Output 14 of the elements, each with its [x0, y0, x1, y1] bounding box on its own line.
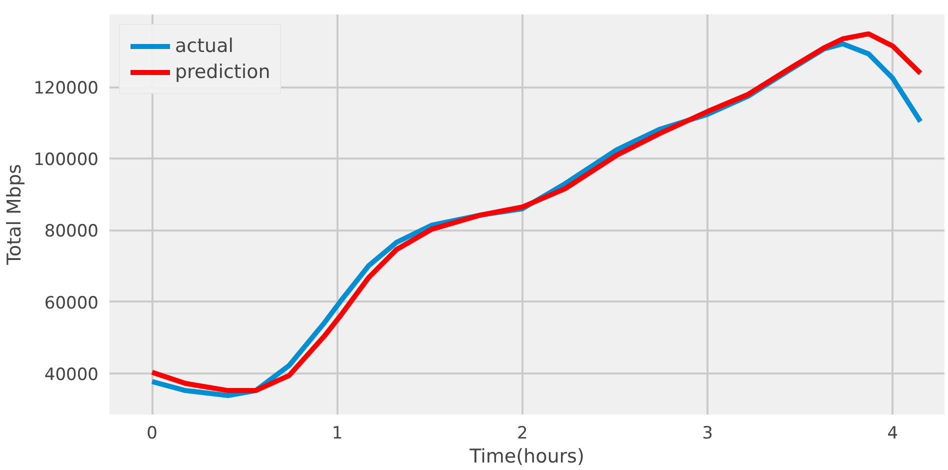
x-axis-title: Time(hours) [468, 446, 584, 468]
x-tick-label: 2 [516, 424, 528, 444]
y-tick-label: 120000 [34, 78, 99, 99]
x-tick-label: 0 [146, 424, 158, 444]
y-tick-label: 40000 [44, 364, 99, 385]
y-axis-title: Total Mbps [4, 164, 26, 266]
legend-label: actual [175, 35, 234, 57]
y-tick-label: 100000 [34, 150, 99, 170]
y-tick-label: 80000 [44, 222, 99, 242]
x-tick-label: 3 [702, 424, 713, 444]
legend-label: prediction [175, 61, 270, 83]
x-tick-label: 4 [887, 424, 898, 444]
y-tick-label: 60000 [44, 293, 99, 314]
x-tick-label: 1 [332, 424, 343, 444]
